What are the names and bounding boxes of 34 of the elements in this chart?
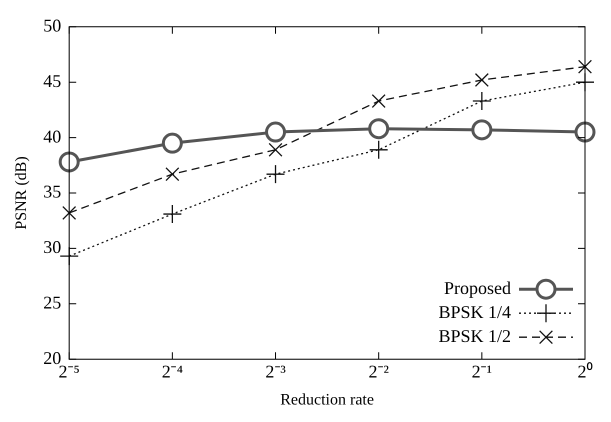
point (162, 204, 182, 224)
point (266, 164, 286, 184)
y-tick-label: 45 (43, 70, 62, 91)
y-tick-label: 50 (43, 16, 62, 36)
y-tick-label: 25 (43, 292, 62, 313)
point (369, 140, 388, 160)
y-tick-label: 40 (43, 126, 62, 146)
x-tick-label: 2⁻⁵ (58, 362, 80, 382)
x-tick-label: 2⁰ (578, 362, 592, 382)
point (368, 118, 390, 140)
point (574, 122, 596, 143)
point (578, 60, 592, 74)
x-tick-label: 2⁻³ (265, 362, 286, 382)
legend-label: BPSK 1/4 (438, 302, 511, 322)
point (372, 94, 386, 108)
point (62, 206, 76, 220)
x-tick-label: 2⁻² (368, 362, 389, 382)
point (471, 119, 492, 140)
point (165, 167, 180, 182)
point (268, 142, 283, 157)
legend-label: BPSK 1/2 (438, 326, 511, 346)
point (162, 132, 183, 154)
point (58, 151, 80, 172)
x-tick-label: 2⁻⁴ (162, 362, 183, 382)
legend-label: Proposed (444, 278, 511, 298)
y-axis-title: PSNR (dB) (12, 156, 30, 230)
y-tick-label: 35 (43, 182, 62, 202)
point (472, 91, 492, 111)
y-tick-label: 30 (43, 237, 62, 258)
x-tick-label: 2⁻¹ (472, 362, 492, 382)
point (474, 72, 489, 87)
point (60, 246, 79, 266)
x-axis-title: Reduction rate (280, 392, 374, 409)
point (265, 122, 286, 143)
